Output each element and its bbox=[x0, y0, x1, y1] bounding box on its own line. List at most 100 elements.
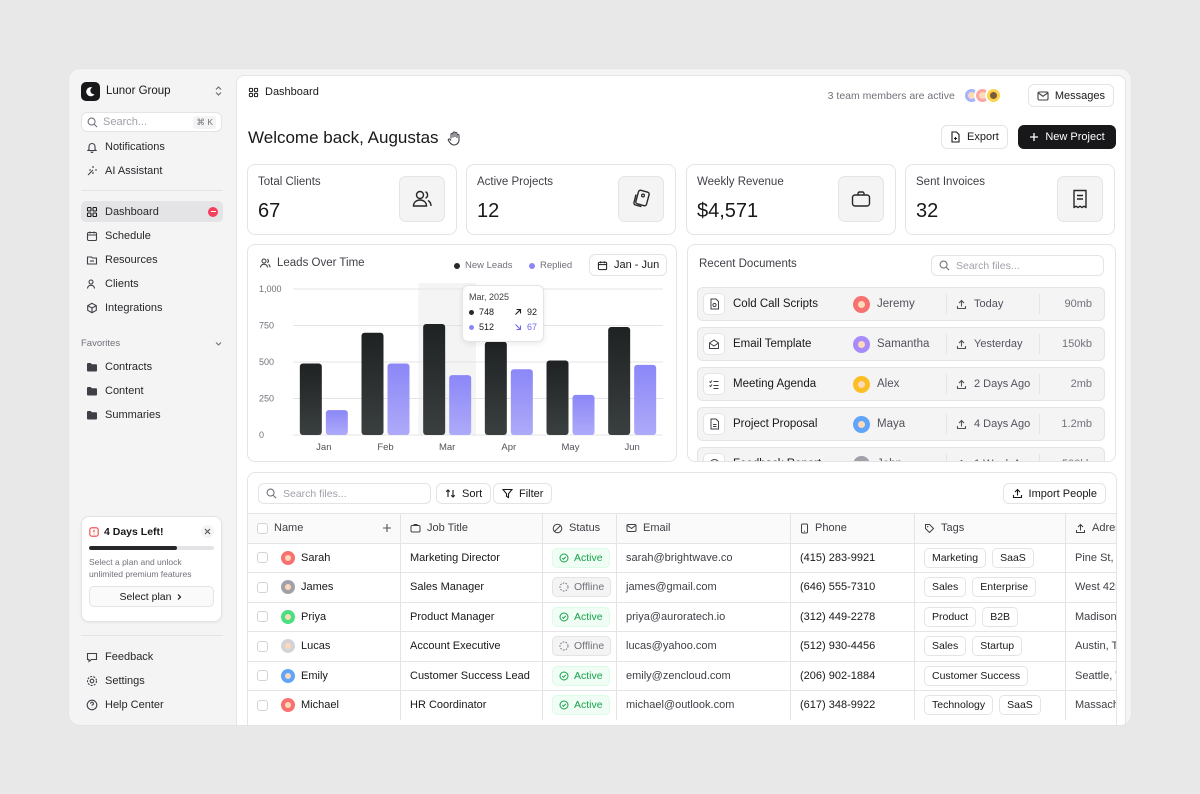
table-row[interactable]: Michael HR Coordinator Active michael@outlo… bbox=[248, 690, 1116, 720]
documents-search-input[interactable]: Search files... bbox=[931, 255, 1104, 276]
chevron-down-icon bbox=[214, 339, 223, 348]
document-size: 500kb bbox=[1062, 448, 1092, 461]
document-name: Project Proposal bbox=[733, 418, 818, 430]
row-checkbox[interactable] bbox=[257, 640, 268, 652]
column-header[interactable]: Phone bbox=[790, 514, 914, 543]
document-row[interactable]: Project Proposal Maya 4 Days Ago 1.2mb bbox=[697, 407, 1105, 441]
tag[interactable]: B2B bbox=[982, 606, 1019, 627]
bar-new-leads[interactable] bbox=[608, 326, 631, 435]
person-name: Lucas bbox=[301, 640, 331, 653]
document-size: 150kb bbox=[1062, 338, 1092, 350]
sidebar-item-resources[interactable]: Resources bbox=[81, 249, 223, 270]
bar-new-leads[interactable] bbox=[484, 341, 507, 435]
stat-card-sent-invoices[interactable]: Sent Invoices 32 bbox=[905, 164, 1115, 235]
table-row[interactable]: Emily Customer Success Lead Active emily@ze… bbox=[248, 660, 1116, 690]
row-checkbox[interactable] bbox=[257, 670, 268, 682]
sidebar-item-contracts[interactable]: Contracts bbox=[81, 356, 223, 377]
table-row[interactable]: James Sales Manager Offline james@gmail.com… bbox=[248, 572, 1116, 602]
row-checkbox[interactable] bbox=[257, 552, 268, 564]
column-header[interactable]: Status bbox=[542, 514, 616, 543]
row-checkbox[interactable] bbox=[257, 581, 268, 593]
people-search-input[interactable]: Search files... bbox=[258, 483, 431, 504]
document-row[interactable]: Email Template Samantha Yesterday 150kb bbox=[697, 327, 1105, 361]
sidebar-item-help-center[interactable]: Help Center bbox=[81, 694, 223, 715]
tag[interactable]: Customer Success bbox=[924, 665, 1029, 686]
tag[interactable]: Sales bbox=[924, 577, 967, 598]
sidebar-item-schedule[interactable]: Schedule bbox=[81, 225, 223, 246]
document-row[interactable]: Cold Call Scripts Jeremy Today 90mb bbox=[697, 287, 1105, 321]
bar-new-leads[interactable] bbox=[546, 360, 569, 435]
bar-replied[interactable] bbox=[325, 410, 348, 435]
favorites-header[interactable]: Favorites bbox=[81, 338, 223, 349]
sidebar-item-feedback[interactable]: Feedback bbox=[81, 646, 223, 667]
sidebar-item-label: Clients bbox=[105, 277, 139, 290]
import-people-button[interactable]: Import People bbox=[1002, 483, 1106, 504]
document-row[interactable]: Feedback Report John 1 Week Ago 500kb bbox=[697, 447, 1105, 461]
add-column-icon[interactable] bbox=[382, 523, 392, 533]
tag[interactable]: Product bbox=[924, 606, 977, 627]
table-row[interactable]: Lucas Account Executive Offline lucas@yahoo… bbox=[248, 631, 1116, 661]
column-header[interactable]: Adress bbox=[1065, 514, 1116, 543]
tag[interactable]: Technology bbox=[924, 695, 994, 716]
stat-card-weekly-revenue[interactable]: Weekly Revenue $4,571 bbox=[686, 164, 896, 235]
tag[interactable]: Startup bbox=[972, 636, 1023, 657]
bar-replied[interactable] bbox=[449, 375, 472, 435]
bar-replied[interactable] bbox=[572, 394, 595, 435]
stat-card-total-clients[interactable]: Total Clients 67 bbox=[247, 164, 457, 235]
table-row[interactable]: Sarah Marketing Director Active sarah@brigh… bbox=[248, 542, 1116, 572]
export-button[interactable]: Export bbox=[941, 125, 1008, 149]
select-all-checkbox[interactable] bbox=[257, 522, 268, 534]
close-icon[interactable] bbox=[201, 525, 214, 538]
document-owner: Jeremy bbox=[853, 288, 915, 320]
stat-label: Sent Invoices bbox=[916, 176, 986, 188]
bar-new-leads[interactable] bbox=[361, 332, 384, 435]
sidebar-item-label: Integrations bbox=[105, 301, 163, 314]
sidebar-item-content[interactable]: Content bbox=[81, 380, 223, 401]
tag[interactable]: Enterprise bbox=[972, 577, 1037, 598]
bar-new-leads[interactable] bbox=[299, 363, 322, 435]
table-row[interactable]: Priya Product Manager Active priya@aurorate… bbox=[248, 601, 1116, 631]
filter-button[interactable]: Filter bbox=[493, 483, 553, 504]
sidebar-item-ai-assistant[interactable]: AI Assistant bbox=[81, 160, 223, 181]
bar-new-leads[interactable] bbox=[423, 324, 446, 435]
column-header[interactable]: Tags bbox=[914, 514, 1065, 543]
org-switcher[interactable]: Lunor Group bbox=[81, 81, 223, 101]
column-header[interactable]: Job Title bbox=[400, 514, 542, 543]
avatar bbox=[853, 375, 870, 393]
tag[interactable]: SaaS bbox=[992, 547, 1034, 568]
sidebar-item-settings[interactable]: Settings bbox=[81, 670, 223, 691]
messages-button[interactable]: Messages bbox=[1027, 84, 1114, 107]
sidebar-search-input[interactable]: Search... ⌘ K bbox=[81, 112, 222, 132]
tag[interactable]: SaaS bbox=[999, 695, 1041, 716]
tags-cell: Product B2B bbox=[914, 602, 1065, 631]
sidebar-item-integrations[interactable]: Integrations bbox=[81, 297, 223, 318]
sidebar-item-dashboard[interactable]: Dashboard bbox=[81, 201, 223, 222]
sidebar-item-summaries[interactable]: Summaries bbox=[81, 404, 223, 425]
bar-replied[interactable] bbox=[387, 363, 410, 435]
folder-icon bbox=[86, 385, 98, 397]
document-icon-cell bbox=[703, 288, 725, 320]
sidebar-item-notifications[interactable]: Notifications bbox=[81, 136, 223, 157]
stat-card-active-projects[interactable]: Active Projects 12 bbox=[466, 164, 676, 235]
bar-replied[interactable] bbox=[634, 364, 657, 435]
column-header[interactable]: Name bbox=[248, 514, 400, 543]
date-range-picker[interactable]: Jan - Jun bbox=[589, 254, 668, 276]
sidebar: Lunor Group Search... ⌘ K Notifications … bbox=[69, 69, 235, 725]
x-tick-label: Mar bbox=[439, 442, 455, 453]
tag[interactable]: Sales bbox=[924, 636, 967, 657]
column-header[interactable]: Email bbox=[616, 514, 790, 543]
team-avatars[interactable] bbox=[962, 87, 1002, 104]
tag[interactable]: Marketing bbox=[924, 547, 987, 568]
document-row[interactable]: Meeting Agenda Alex 2 Days Ago 2mb bbox=[697, 367, 1105, 401]
row-checkbox[interactable] bbox=[257, 699, 268, 711]
export-icon bbox=[950, 131, 961, 143]
divider bbox=[1039, 414, 1040, 434]
bar-replied[interactable] bbox=[510, 369, 533, 435]
row-checkbox[interactable] bbox=[257, 611, 268, 623]
select-plan-button[interactable]: Select plan bbox=[89, 586, 214, 607]
sidebar-item-clients[interactable]: Clients bbox=[81, 273, 223, 294]
sort-button[interactable]: Sort bbox=[436, 483, 492, 504]
tooltip-title: Mar, 2025 bbox=[469, 292, 510, 302]
new-project-button[interactable]: New Project bbox=[1018, 125, 1116, 149]
email-cell: emily@zencloud.com bbox=[616, 661, 790, 690]
